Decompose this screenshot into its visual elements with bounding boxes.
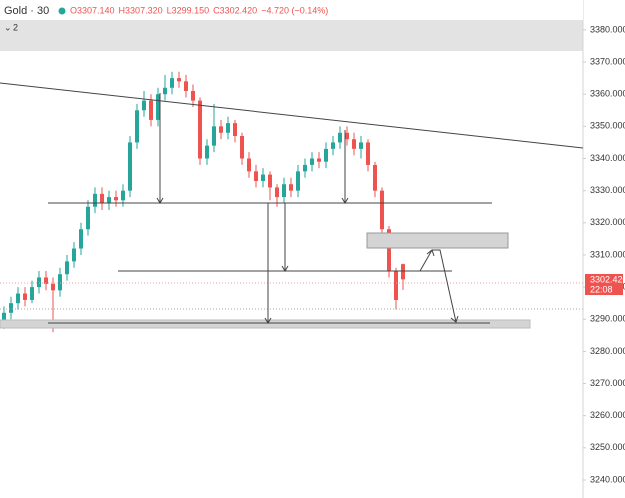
candle-body	[261, 174, 265, 182]
candle-body	[16, 293, 20, 304]
candle-body	[51, 283, 55, 291]
candle-body	[226, 123, 230, 133]
projection-arrow	[419, 249, 459, 323]
status-dot	[58, 7, 66, 15]
candle-body	[30, 287, 34, 300]
candle-body	[2, 312, 6, 323]
candle-body	[331, 142, 335, 149]
candle-body	[219, 126, 223, 133]
candle-body	[282, 184, 286, 198]
ohlc-value: H3307.320	[119, 5, 163, 15]
candle-body	[58, 274, 62, 291]
y-tick-label: 3310.000	[590, 249, 625, 259]
candle-body	[191, 90, 195, 101]
y-tick-label: 3370.000	[590, 56, 625, 66]
y-tick-label: 3240.000	[590, 474, 625, 484]
candle-body	[79, 229, 83, 249]
candle-body	[100, 193, 104, 204]
y-tick-label: 3250.000	[590, 442, 625, 452]
candle-body	[366, 142, 370, 165]
ohlc-value: C3302.420	[213, 5, 257, 15]
collapse-toggle[interactable]: ⌄	[4, 22, 12, 32]
y-tick-label: 3360.000	[590, 89, 625, 99]
candle-body	[65, 261, 69, 275]
candle-body	[135, 110, 139, 143]
candle-body	[352, 139, 356, 149]
candle-body	[205, 145, 209, 159]
candle-body	[177, 78, 181, 82]
candle-body	[72, 248, 76, 262]
candle-body	[317, 158, 321, 162]
countdown: 22:08	[590, 284, 613, 294]
candle-body	[380, 190, 384, 230]
candle-body	[9, 303, 13, 313]
last-price: 3302.420	[590, 274, 625, 284]
ohlc-value: −4.720 (−0.14%)	[261, 5, 328, 15]
arrow	[264, 203, 272, 324]
candle-body	[289, 184, 293, 191]
last-price-tag	[585, 274, 623, 295]
candle-body	[23, 293, 27, 300]
y-tick-label: 3260.000	[590, 410, 625, 420]
candle-body	[387, 229, 391, 272]
candle-body	[303, 164, 307, 172]
pane-band	[0, 20, 583, 51]
candle-body	[128, 142, 132, 191]
candle-body	[212, 126, 216, 146]
candle-body	[338, 132, 342, 143]
candle-body	[93, 193, 97, 207]
candle-body	[275, 187, 279, 198]
y-tick-label: 3350.000	[590, 121, 625, 131]
arrow	[281, 203, 289, 272]
candle-body	[233, 123, 237, 136]
candle-body	[268, 174, 272, 188]
header-bg	[0, 0, 583, 20]
drawings	[0, 82, 584, 329]
arrow	[156, 93, 164, 204]
ohlc-value: L3299.150	[167, 5, 210, 15]
candle-body	[198, 100, 202, 159]
pane-label[interactable]: 2	[13, 22, 18, 32]
candle-body	[247, 158, 251, 172]
candle-body	[107, 197, 111, 204]
y-tick-label: 3340.000	[590, 153, 625, 163]
y-tick-label: 3280.000	[590, 346, 625, 356]
candle-body	[345, 132, 349, 140]
candle-body	[184, 81, 188, 91]
candle-body	[254, 171, 258, 182]
y-tick-label: 3290.000	[590, 314, 625, 324]
y-tick-label: 3270.000	[590, 378, 625, 388]
candle-body	[240, 135, 244, 159]
ohlc-value: O3307.140	[70, 5, 115, 15]
candle-body	[170, 78, 174, 88]
candle-body	[324, 148, 328, 162]
candle-body	[401, 264, 405, 280]
candle-body	[149, 100, 153, 120]
symbol-title: Gold · 30	[4, 5, 49, 17]
candle-body	[359, 142, 363, 149]
candle-body	[121, 190, 125, 201]
candle-body	[156, 94, 160, 120]
candle-body	[37, 277, 41, 288]
candle-body	[373, 164, 377, 191]
trend-line	[0, 82, 584, 149]
candle-body	[142, 100, 146, 111]
arrow	[341, 130, 349, 204]
candle-body	[114, 197, 118, 201]
candle-body	[394, 271, 398, 300]
candle-body	[296, 171, 300, 191]
candle-body	[44, 277, 48, 284]
candle-body	[163, 87, 167, 95]
zone	[366, 232, 509, 249]
y-tick-label: 3330.000	[590, 185, 625, 195]
candle-body	[310, 158, 314, 165]
ohlc-legend: O3307.140 H3307.320 L3299.150 C3302.420 −4.7…	[70, 5, 328, 15]
y-tick-label: 3320.000	[590, 217, 625, 227]
price-axis: 3240.000 3250.000 3260.000 3270.000 3280.000…	[583, 24, 625, 484]
y-tick-label: 3380.000	[590, 24, 625, 34]
candle-body	[86, 206, 90, 230]
zone	[0, 319, 531, 329]
